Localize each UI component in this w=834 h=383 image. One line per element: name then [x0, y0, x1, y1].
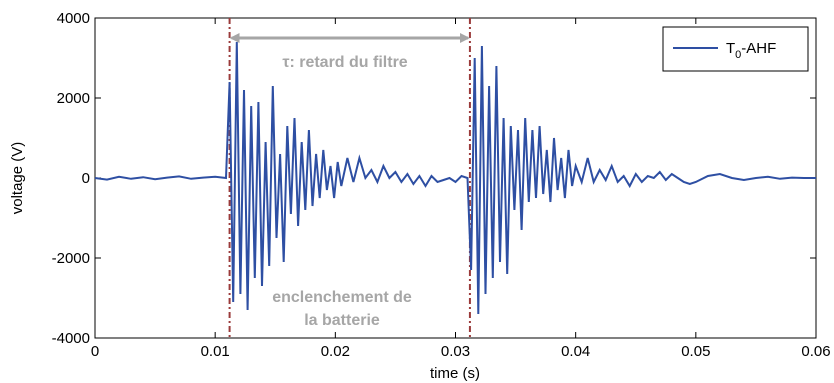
axis-ticks: 0 0.01 0.02 0.03 0.04 0.05 0.06 4000 2000 0 -2000 -… [52, 10, 831, 360]
vertical-markers [228, 18, 471, 338]
x-tick-label: 0.02 [321, 343, 350, 360]
x-tick-label: 0.06 [801, 343, 830, 360]
x-axis-label: time (s) [430, 365, 480, 382]
legend-label: T0-AHF [726, 40, 776, 61]
y-tick-label: 0 [82, 170, 90, 187]
series-line-t0-ahf [94, 41, 816, 315]
y-tick-label: -4000 [52, 330, 90, 347]
x-tick-label: 0.04 [561, 343, 590, 360]
x-tick-label: 0.05 [681, 343, 710, 360]
y-tick-label: -2000 [52, 250, 90, 267]
y-axis-label: voltage (V) [9, 142, 26, 215]
x-tick-label: 0 [91, 343, 99, 360]
switching-annotation-line2: la batterie [304, 312, 380, 329]
x-tick-label: 0.01 [201, 343, 230, 360]
y-tick-label: 2000 [57, 90, 90, 107]
delay-annotation: τ: retard du filtre [282, 54, 407, 71]
x-tick-label: 0.03 [441, 343, 470, 360]
y-tick-label: 4000 [57, 10, 90, 27]
switching-annotation-line1: enclenchement de [272, 289, 412, 306]
legend: T0-AHF [662, 26, 809, 72]
